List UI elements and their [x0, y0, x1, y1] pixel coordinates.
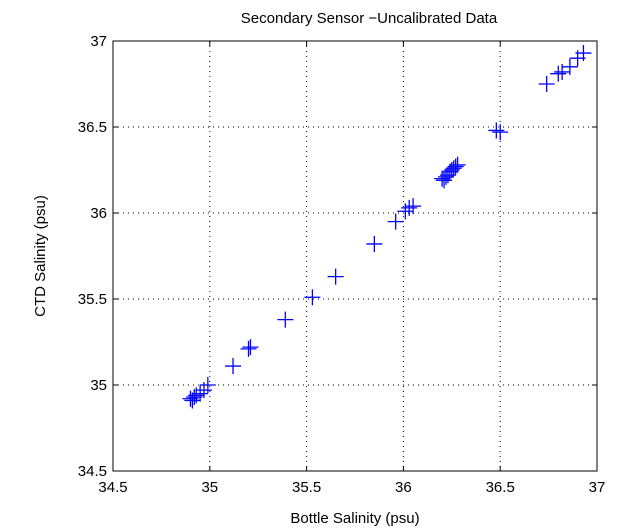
data-point-plus-marker [538, 76, 555, 92]
data-point-plus-marker [192, 385, 209, 402]
y-tick-label: 34.5 [78, 463, 107, 480]
data-point-plus-marker [445, 160, 462, 177]
x-tick-label: 35 [201, 479, 218, 496]
y-tick-label: 37 [90, 33, 107, 50]
data-point-plus-marker [449, 156, 466, 173]
x-tick-label: 36 [395, 479, 412, 496]
y-axis-label: CTD Salinity (psu) [32, 195, 49, 317]
data-point-plus-marker [405, 198, 422, 215]
data-point-plus-marker [225, 358, 242, 375]
chart-title: Secondary Sensor −Uncalibrated Data [241, 10, 498, 27]
data-point-plus-marker [550, 65, 567, 82]
axis-ticks [112, 40, 598, 472]
y-tick-label: 35.5 [78, 291, 107, 308]
data-point-plus-marker [488, 122, 505, 139]
data-point-plus-marker [327, 268, 344, 285]
data-point-plus-marker [304, 289, 321, 306]
grid-lines [113, 41, 597, 471]
x-tick-label: 35.5 [292, 479, 321, 496]
x-axis-label: Bottle Salinity (psu) [290, 510, 419, 527]
data-point-plus-marker [199, 377, 216, 393]
data-point-plus-marker [240, 340, 257, 357]
y-tick-labels: 34.5 35 35.5 36 36.5 37 [78, 33, 107, 480]
data-point-plus-marker [242, 339, 259, 356]
data-point-plus-marker [561, 58, 578, 75]
x-tick-label: 37 [589, 479, 606, 496]
plot-frame [112, 40, 598, 472]
data-point-plus-marker [575, 45, 592, 62]
y-tick-label: 35 [90, 377, 107, 394]
data-point-plus-marker [366, 235, 383, 252]
x-tick-label: 34.5 [98, 479, 127, 496]
y-tick-label: 36.5 [78, 119, 107, 136]
data-point-plus-marker [447, 158, 464, 175]
data-point-plus-marker [277, 311, 294, 328]
y-tick-label: 36 [90, 205, 107, 222]
x-tick-labels: 34.5 35 35.5 36 36.5 37 [98, 479, 605, 496]
data-point-plus-marker [401, 199, 418, 216]
x-tick-label: 36.5 [486, 479, 515, 496]
data-points [182, 45, 592, 409]
data-point-plus-marker [492, 124, 509, 141]
data-point-plus-marker [387, 213, 404, 230]
